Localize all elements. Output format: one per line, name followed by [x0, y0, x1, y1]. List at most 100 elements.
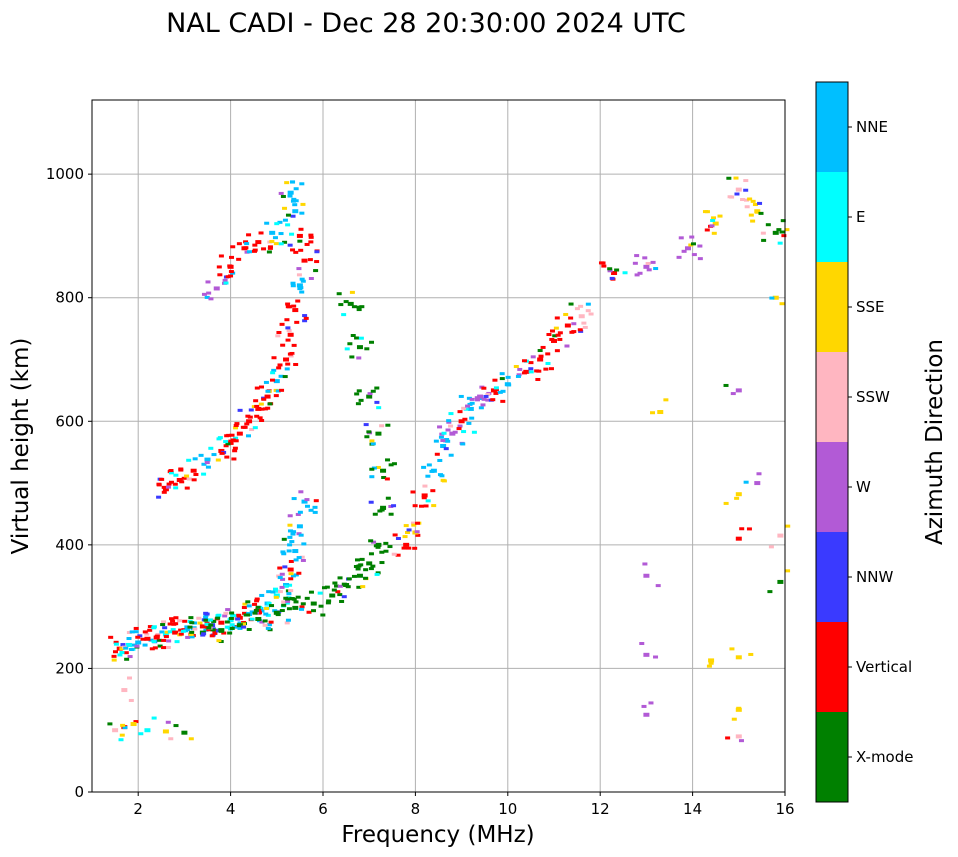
echo-point	[155, 632, 161, 636]
echo-point	[708, 661, 714, 665]
echo-point	[317, 591, 323, 595]
x-tick-label: 6	[318, 800, 328, 818]
echo-point	[265, 626, 271, 630]
echo-point	[300, 202, 306, 206]
echo-point	[368, 539, 374, 543]
echo-point	[123, 646, 129, 650]
echo-point	[230, 613, 236, 617]
echo-point	[351, 574, 357, 578]
echo-point	[324, 585, 330, 589]
echo-point	[207, 618, 213, 622]
echo-point	[142, 643, 148, 647]
echo-point	[448, 412, 454, 416]
echo-point	[289, 232, 295, 236]
echo-point	[548, 367, 554, 371]
echo-point	[320, 613, 326, 617]
echo-point	[571, 322, 577, 326]
echo-point	[246, 434, 252, 438]
echo-point	[266, 601, 272, 605]
echo-point	[383, 541, 389, 545]
echo-point	[119, 651, 125, 655]
echo-point	[208, 297, 214, 301]
echo-point	[578, 304, 584, 308]
echo-point	[227, 264, 233, 268]
echo-point	[293, 199, 299, 203]
echo-point	[691, 253, 697, 257]
echo-point	[375, 431, 382, 436]
echo-point	[241, 625, 247, 629]
echo-point	[255, 617, 262, 621]
echo-point	[241, 606, 247, 610]
echo-point	[325, 601, 331, 605]
echo-point	[299, 290, 305, 294]
echo-point	[485, 398, 491, 402]
echo-point	[642, 256, 648, 260]
echo-point	[461, 430, 467, 434]
echo-point	[681, 249, 687, 253]
echo-point	[768, 545, 774, 549]
echo-point	[225, 442, 231, 446]
echo-point	[107, 722, 113, 726]
echo-point	[281, 552, 287, 556]
echo-point	[297, 510, 303, 514]
echo-point	[188, 616, 194, 620]
echo-point	[225, 608, 231, 612]
echo-point	[513, 365, 519, 369]
echo-point	[746, 527, 752, 531]
echo-point	[296, 273, 302, 277]
echo-point	[411, 523, 417, 527]
echo-point	[383, 549, 389, 553]
echo-point	[299, 211, 305, 215]
echo-point	[125, 642, 132, 647]
echo-point	[735, 655, 742, 660]
x-tick-label: 10	[498, 800, 517, 818]
echo-point	[223, 611, 229, 615]
echo-point	[168, 471, 174, 475]
echo-point	[368, 552, 374, 556]
echo-point	[201, 632, 207, 636]
echo-point	[318, 604, 324, 608]
echo-point	[347, 342, 353, 346]
colorbar-tick-label: W	[856, 478, 871, 496]
echo-point	[289, 540, 295, 544]
echo-point	[369, 439, 375, 443]
echo-point	[282, 206, 288, 210]
echo-point	[750, 219, 756, 223]
echo-point	[282, 375, 288, 379]
echo-point	[290, 180, 296, 184]
echo-point	[189, 630, 195, 634]
echo-point	[280, 343, 286, 347]
echo-point	[278, 242, 284, 246]
echo-point	[117, 653, 123, 657]
echo-point	[172, 630, 179, 635]
echo-point	[297, 287, 303, 291]
echo-point	[278, 232, 284, 236]
x-axis-label: Frequency (MHz)	[341, 822, 534, 848]
echo-point	[308, 233, 314, 237]
echo-point	[215, 616, 221, 620]
echo-point	[372, 512, 378, 516]
echo-point	[493, 386, 499, 390]
echo-point	[191, 478, 197, 482]
echo-point	[254, 599, 260, 603]
echo-point	[545, 352, 551, 356]
echo-point	[551, 338, 557, 343]
echo-point	[167, 622, 173, 626]
echo-point	[490, 388, 497, 393]
echo-point	[276, 366, 282, 370]
echo-point	[385, 423, 391, 427]
echo-point	[582, 325, 588, 329]
echo-point	[246, 419, 253, 424]
echo-point	[375, 545, 381, 549]
echo-point	[251, 249, 257, 253]
echo-point	[218, 620, 225, 625]
echo-point	[743, 480, 749, 484]
colorbar-tick-label: NNW	[856, 568, 893, 586]
echo-point	[296, 556, 302, 560]
echo-point	[293, 362, 299, 366]
echo-point	[735, 388, 742, 393]
echo-point	[754, 481, 761, 486]
echo-point	[242, 611, 248, 615]
echo-point	[232, 446, 238, 450]
echo-point	[385, 496, 391, 500]
